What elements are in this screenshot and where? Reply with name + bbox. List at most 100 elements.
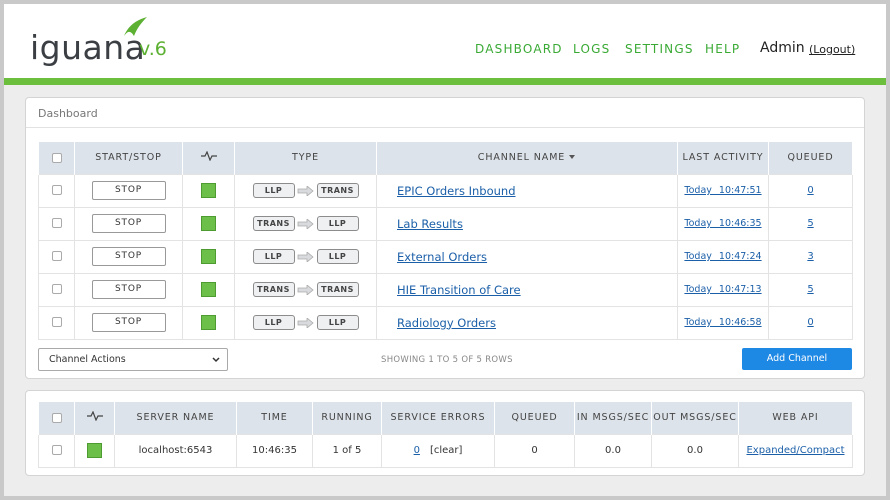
server-name: localhost:6543 <box>114 433 237 468</box>
queued[interactable]: 0 <box>807 185 814 196</box>
cell: Today 10:47:51 <box>677 173 769 208</box>
user: Admin <box>760 40 805 56</box>
checkbox[interactable] <box>51 284 62 294</box>
chevron-path <box>212 357 220 363</box>
last-activity[interactable]: Today 10:47:24 <box>684 251 762 262</box>
nav-logs[interactable]: LOGS <box>573 42 611 56</box>
channel-row: STOP TRANS LLP Lab Results Today 10:46:35 5 <box>38 206 853 241</box>
cell <box>182 173 235 208</box>
cell: 5 <box>768 206 853 241</box>
cell <box>182 239 235 274</box>
checkbox[interactable] <box>51 251 62 261</box>
header-cell[interactable]: CHANNEL NAME <box>376 142 678 174</box>
cell: STOP <box>74 239 183 274</box>
source-type: TRANS <box>252 282 295 297</box>
cell: 0 <box>768 305 853 340</box>
nav-settings[interactable]: SETTINGS <box>625 42 694 56</box>
header-cell: QUEUED <box>494 402 575 434</box>
checkbox[interactable] <box>51 317 62 327</box>
cell: TRANS TRANS <box>234 272 377 307</box>
channel-name[interactable]: Radiology Orders <box>397 315 496 330</box>
queued[interactable]: 3 <box>807 251 814 262</box>
pulse-path <box>200 150 217 162</box>
flow-arrow <box>297 283 314 296</box>
logout[interactable]: (Logout) <box>809 43 856 56</box>
header: iguana v.6 DASHBOARD LOGS SETTINGS HELP … <box>4 4 886 78</box>
checkbox[interactable] <box>51 412 62 423</box>
cell: HIE Transition of Care <box>376 272 678 307</box>
channel-actions[interactable]: Channel Actions <box>38 348 228 371</box>
flow-arrow <box>297 217 314 230</box>
cell <box>38 433 75 468</box>
screen: iguana v.6 DASHBOARD LOGS SETTINGS HELP … <box>4 4 886 496</box>
cell: TRANS LLP <box>234 206 377 241</box>
stop-button[interactable]: STOP <box>91 247 166 266</box>
last-activity[interactable]: Today 10:47:51 <box>684 185 762 196</box>
last-activity[interactable]: Today 10:46:58 <box>684 317 762 328</box>
chevron <box>212 357 220 363</box>
checkbox[interactable] <box>51 185 62 195</box>
cell: Today 10:46:58 <box>677 305 769 340</box>
header-cell: START/STOP <box>74 142 183 174</box>
panel-title: Dashboard <box>26 98 864 128</box>
service-errors[interactable]: 0 <box>413 445 420 456</box>
channel-name[interactable]: HIE Transition of Care <box>397 282 521 297</box>
cell: Radiology Orders <box>376 305 678 340</box>
source-type: LLP <box>252 315 295 330</box>
nav-dashboard[interactable]: DASHBOARD <box>475 42 563 56</box>
stop-button[interactable]: STOP <box>91 313 166 332</box>
queued[interactable]: 5 <box>807 284 814 295</box>
queued[interactable]: 5 <box>807 218 814 229</box>
arrow-path <box>297 217 314 230</box>
cell <box>182 305 235 340</box>
channel-name[interactable]: EPIC Orders Inbound <box>397 183 516 198</box>
arrow-path <box>297 184 314 197</box>
stop-button[interactable]: STOP <box>91 181 166 200</box>
checkbox[interactable] <box>51 218 62 228</box>
cell <box>38 272 75 307</box>
nav-help[interactable]: HELP <box>705 42 741 56</box>
dashboard-panel: Dashboard START/STOP TYPE CHANNEL NAME LAST… <box>25 97 865 379</box>
header-text: CHANNEL NAME <box>477 152 566 164</box>
status <box>87 443 102 458</box>
flow-arrow <box>297 316 314 329</box>
last-activity[interactable]: Today 10:47:13 <box>684 284 762 295</box>
add-channel[interactable]: Add Channel <box>742 348 852 370</box>
queued[interactable]: 0 <box>807 317 814 328</box>
status <box>201 282 216 297</box>
cell: 0 [clear] <box>381 433 495 468</box>
time: 10:46:35 <box>236 433 313 468</box>
status <box>201 216 216 231</box>
header-cell: TIME <box>236 402 313 434</box>
source-type: LLP <box>252 183 295 198</box>
cell: EPIC Orders Inbound <box>376 173 678 208</box>
dest-type: LLP <box>316 249 359 264</box>
channel-name[interactable]: External Orders <box>397 249 488 264</box>
cell <box>38 305 75 340</box>
cell <box>38 206 75 241</box>
last-activity[interactable]: Today 10:46:35 <box>684 218 762 229</box>
channel-row: STOP LLP LLP External Orders Today 10:47:24 3 <box>38 239 853 274</box>
cell: Today 10:47:13 <box>677 272 769 307</box>
status <box>201 315 216 330</box>
clear[interactable]: [clear] <box>429 445 463 456</box>
cell: LLP LLP <box>234 239 377 274</box>
checkbox[interactable] <box>51 152 62 163</box>
stop-button[interactable]: STOP <box>91 280 166 299</box>
stop-button[interactable]: STOP <box>91 214 166 233</box>
cell: 3 <box>768 239 853 274</box>
cell <box>38 239 75 274</box>
header-cell <box>38 142 75 174</box>
web-api[interactable]: Expanded/Compact <box>746 445 845 456</box>
header-cell <box>182 142 235 174</box>
channel-name[interactable]: Lab Results <box>397 216 463 231</box>
flow-arrow <box>297 250 314 263</box>
channel-row: STOP TRANS TRANS HIE Transition of Care Toda… <box>38 272 853 307</box>
dest-type: TRANS <box>316 183 359 198</box>
cell: External Orders <box>376 239 678 274</box>
checkbox[interactable] <box>51 445 62 455</box>
header-cell <box>38 402 75 434</box>
source-type: TRANS <box>252 216 295 231</box>
channel-row: STOP LLP TRANS EPIC Orders Inbound Today 10:… <box>38 173 853 208</box>
cell: STOP <box>74 206 183 241</box>
